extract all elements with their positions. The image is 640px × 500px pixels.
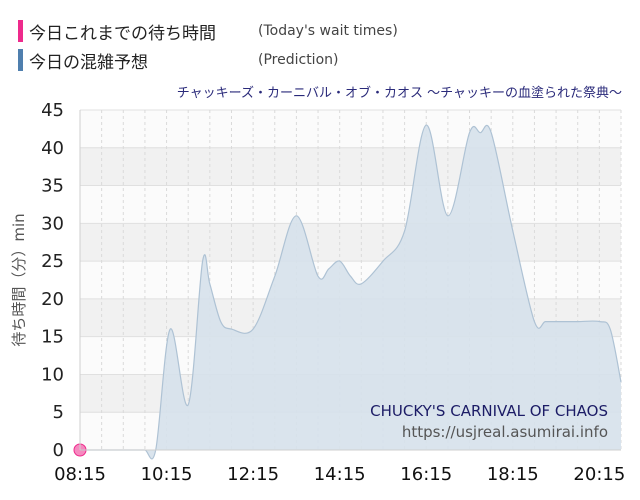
x-tick-label: 10:15: [141, 464, 193, 485]
chart-title: チャッキーズ・カーニバル・オブ・カオス ～チャッキーの血塗られた祭典～: [176, 86, 622, 101]
series-layer: [73, 124, 622, 460]
watermark-ride-name: CHUCKY'S CARNIVAL OF CHAOS: [370, 402, 608, 420]
y-tick-label: 5: [53, 402, 64, 423]
y-tick-label: 25: [41, 251, 64, 272]
y-tick-label: 40: [41, 138, 64, 159]
x-tick-label: 18:15: [487, 464, 539, 485]
grid-band: [80, 147, 621, 186]
legend-label-prediction-en: (Prediction): [258, 52, 339, 68]
prediction-line: [79, 124, 622, 460]
y-tick-label: 20: [41, 289, 64, 310]
x-tick-label: 20:15: [573, 464, 625, 485]
y-axis-label: 待ち時間（分）min: [10, 213, 28, 346]
legend-label-today-en: (Today's wait times): [258, 23, 398, 39]
legend-label-today-jp: 今日これまでの待ち時間: [29, 23, 216, 44]
watermark-url: https://usjreal.asumirai.info: [402, 423, 608, 441]
y-tick-label: 45: [41, 100, 64, 121]
axis-layer: [79, 110, 621, 451]
legend-prediction: 今日の混雑予想 (Prediction): [18, 48, 338, 73]
y-tick-label: 0: [53, 440, 64, 461]
legend-swatch-today: [18, 20, 23, 42]
legend-label-prediction-jp: 今日の混雑予想: [29, 52, 148, 73]
x-tick-label: 08:15: [54, 464, 106, 485]
y-tick-label: 15: [41, 327, 64, 348]
legend-today-wait: 今日これまでの待ち時間 (Today's wait times): [18, 19, 398, 44]
y-tick-label: 35: [41, 176, 64, 197]
grid-band: [80, 223, 621, 262]
x-tick-label: 16:15: [400, 464, 452, 485]
prediction-area-fill: [80, 125, 621, 459]
y-tick-label: 10: [41, 364, 64, 385]
label-layer: 0 5 10 15 20 25 30 35 40 45 08:15 10:15 12:15 14:15 16…: [41, 100, 625, 485]
y-tick-label: 30: [41, 213, 64, 234]
legend-swatch-prediction: [18, 49, 23, 71]
x-tick-label: 12:15: [227, 464, 279, 485]
x-tick-label: 14:15: [314, 464, 366, 485]
